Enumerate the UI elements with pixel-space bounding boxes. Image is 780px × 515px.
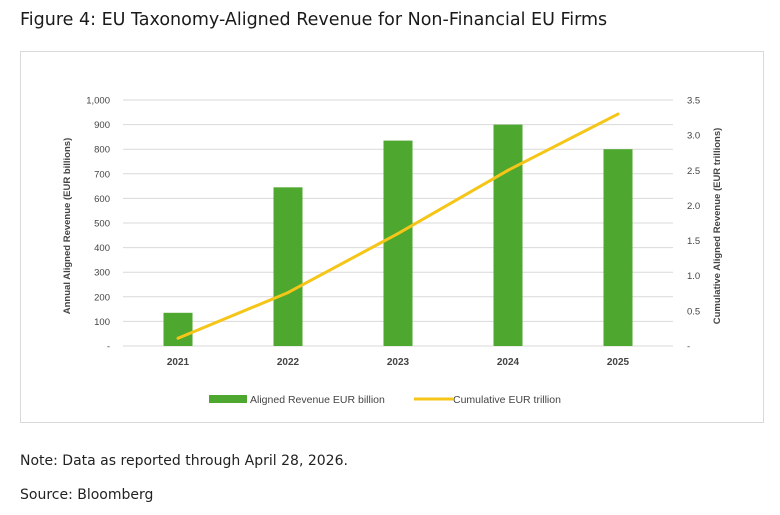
right-tick-label: 3.5 — [687, 96, 700, 107]
left-axis-title: Annual Aligned Revenue (EUR billions) — [62, 138, 73, 314]
left-tick-label: 700 — [94, 169, 110, 180]
left-tick-label: 1,000 — [86, 96, 110, 107]
left-tick-label: 400 — [94, 243, 110, 254]
left-tick-label: 200 — [94, 292, 110, 303]
x-tick-label: 2024 — [497, 357, 520, 368]
x-tick-label: 2025 — [607, 357, 630, 368]
line-point — [396, 232, 400, 236]
chart-frame: - 100 200 300 400 500 600 700 800 900 1,000 - 0.5 1.… — [20, 51, 764, 423]
right-axis-ticks: - 0.5 1.0 1.5 2.0 2.5 3.0 3.5 — [687, 96, 700, 353]
line-point — [176, 336, 180, 340]
bar — [493, 124, 523, 346]
line-point — [616, 112, 620, 116]
x-axis-labels: 2021 2022 2023 2024 2025 — [167, 357, 630, 368]
left-tick-label: 300 — [94, 268, 110, 279]
chart-svg: - 100 200 300 400 500 600 700 800 900 1,000 - 0.5 1.… — [62, 96, 723, 407]
bar — [163, 312, 193, 346]
right-axis-title: Cumulative Aligned Revenue (EUR trillion… — [712, 128, 723, 325]
x-tick-label: 2022 — [277, 357, 300, 368]
left-tick-label: 600 — [94, 194, 110, 205]
right-tick-label: - — [687, 342, 690, 353]
line-point — [506, 168, 510, 172]
left-tick-label: 900 — [94, 120, 110, 131]
legend: Aligned Revenue EUR billion Cumulative E… — [209, 394, 561, 406]
x-tick-label: 2023 — [387, 357, 410, 368]
figure-source: Source: Bloomberg — [20, 487, 154, 503]
left-tick-label: 800 — [94, 145, 110, 156]
right-tick-label: 0.5 — [687, 306, 700, 317]
left-tick-label: - — [107, 342, 110, 353]
line-series — [176, 112, 620, 340]
right-tick-label: 2.5 — [687, 166, 700, 177]
bar — [383, 140, 413, 346]
left-axis-ticks: - 100 200 300 400 500 600 700 800 900 1,000 — [86, 96, 110, 353]
bar — [603, 149, 633, 346]
legend-bar-swatch — [209, 395, 247, 403]
x-tick-label: 2021 — [167, 357, 190, 368]
legend-bar-label: Aligned Revenue EUR billion — [250, 394, 385, 406]
right-tick-label: 1.5 — [687, 236, 700, 247]
left-tick-label: 100 — [94, 317, 110, 328]
right-tick-label: 1.0 — [687, 271, 700, 282]
figure-note: Note: Data as reported through April 28,… — [20, 453, 348, 469]
line-point — [286, 291, 290, 295]
left-tick-label: 500 — [94, 219, 110, 230]
right-tick-label: 3.0 — [687, 131, 700, 142]
bar-series — [163, 124, 633, 346]
right-tick-label: 2.0 — [687, 201, 700, 212]
bar — [273, 187, 303, 346]
figure-title: Figure 4: EU Taxonomy-Aligned Revenue fo… — [20, 10, 608, 30]
legend-line-label: Cumulative EUR trillion — [453, 394, 561, 406]
